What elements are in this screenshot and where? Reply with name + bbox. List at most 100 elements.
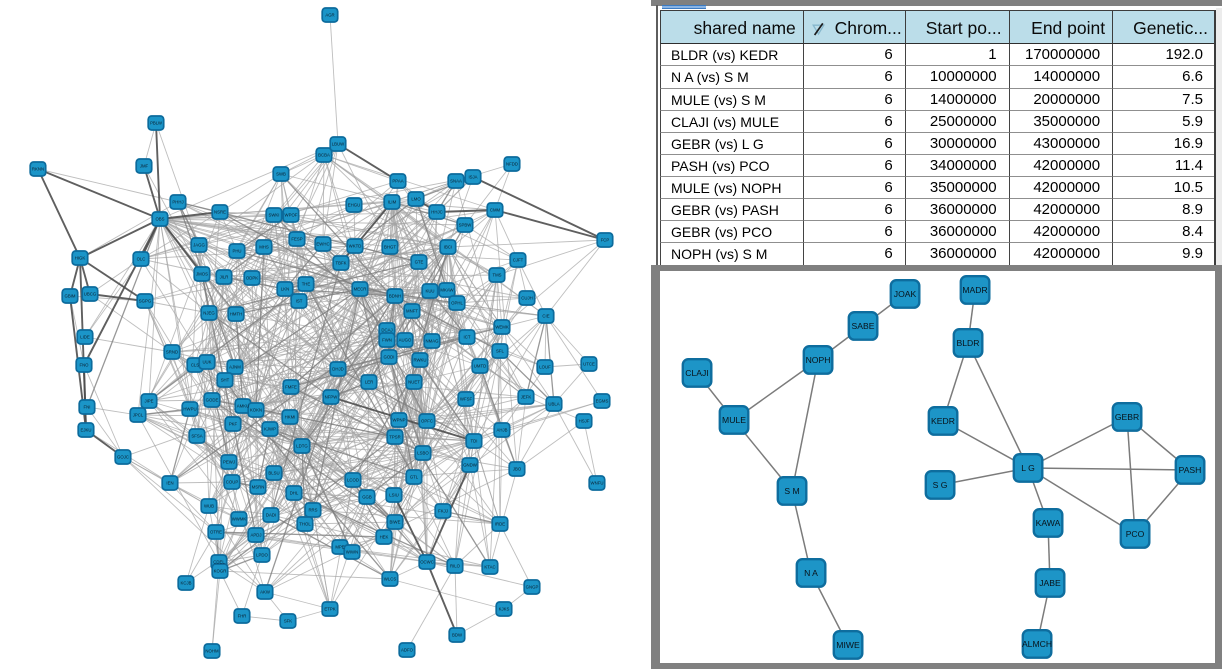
svg-text:ETPK: ETPK (324, 607, 335, 612)
svg-text:PHHJ: PHHJ (172, 200, 183, 205)
svg-text:SPBW: SPBW (459, 223, 473, 228)
svg-text:ADFO: ADFO (401, 648, 414, 653)
svg-text:UBLA: UBLA (548, 402, 559, 407)
svg-text:KCJB: KCJB (181, 581, 192, 586)
svg-text:BDW: BDW (452, 633, 463, 638)
svg-text:RILO: RILO (450, 564, 461, 569)
svg-text:KEDR: KEDR (931, 416, 955, 426)
svg-text:WIWN: WIWN (346, 550, 358, 555)
svg-text:TBFK: TBFK (336, 261, 347, 266)
svg-text:CMM: CMM (490, 208, 501, 213)
svg-text:AHJB: AHJB (497, 428, 508, 433)
svg-text:SRND: SRND (166, 350, 178, 355)
svg-text:IBCI: IBCI (444, 245, 452, 250)
svg-text:JAGG: JAGG (193, 243, 205, 248)
svg-text:FNO: FNO (79, 363, 89, 368)
svg-text:AMKU: AMKU (237, 404, 249, 409)
svg-text:WPOF: WPOF (285, 213, 298, 218)
svg-text:BDNH: BDNH (389, 294, 401, 299)
svg-text:NOHM: NOHM (205, 649, 219, 654)
svg-text:TDI: TDI (471, 439, 478, 444)
svg-text:SFL: SFL (496, 349, 504, 354)
svg-text:WUB: WUB (204, 504, 214, 509)
svg-text:AUGO: AUGO (399, 338, 412, 343)
svg-text:CLS: CLS (191, 363, 199, 368)
svg-text:FKJJ: FKJJ (438, 509, 448, 514)
svg-text:LKN: LKN (281, 287, 289, 292)
svg-text:NUET: NUET (408, 380, 420, 385)
svg-text:THOL: THOL (299, 522, 311, 527)
svg-text:FWN: FWN (382, 338, 392, 343)
svg-text:GOJC: GOJC (117, 455, 129, 460)
svg-text:WNFU: WNFU (591, 481, 604, 486)
svg-text:MKAW: MKAW (440, 288, 454, 293)
svg-text:ODPK: ODPK (246, 276, 258, 281)
svg-text:SGPG: SGPG (139, 299, 152, 304)
svg-text:GODE: GODE (206, 398, 219, 403)
svg-text:CDEL: CDEL (213, 560, 225, 565)
svg-text:OPHL: OPHL (451, 301, 463, 306)
svg-text:FMFE: FMFE (285, 385, 297, 390)
svg-text:LDTG: LDTG (296, 444, 308, 449)
svg-text:LMO: LMO (411, 197, 421, 202)
svg-text:HMTH: HMTH (230, 312, 242, 317)
svg-text:OBS: OBS (155, 217, 164, 222)
svg-text:JPCL: JPCL (133, 413, 144, 418)
svg-text:SABE: SABE (852, 321, 875, 331)
svg-text:S M: S M (784, 486, 799, 496)
svg-text:PBLW: PBLW (150, 121, 163, 126)
svg-text:BLDR: BLDR (957, 338, 980, 348)
svg-text:KJKS: KJKS (499, 607, 510, 612)
svg-text:PASH: PASH (1179, 465, 1202, 475)
svg-text:NJEG: NJEG (203, 311, 215, 316)
svg-text:OPFC: OPFC (421, 419, 433, 424)
svg-text:IST: IST (296, 299, 303, 304)
svg-text:BLSU: BLSU (268, 471, 279, 476)
svg-text:COUP: COUP (226, 480, 239, 485)
svg-text:S G: S G (933, 480, 948, 490)
svg-text:MADR: MADR (962, 285, 987, 295)
svg-text:OLC: OLC (137, 257, 146, 262)
svg-text:MNFT: MNFT (406, 309, 418, 314)
svg-text:JEFK: JEFK (521, 395, 532, 400)
svg-text:GEBR: GEBR (1115, 412, 1139, 422)
svg-text:HEK: HEK (380, 535, 389, 540)
svg-text:BIWE: BIWE (390, 520, 401, 525)
svg-text:UUK: UUK (202, 360, 211, 365)
svg-text:KOKN: KOKN (250, 408, 262, 413)
svg-text:FNI: FNI (84, 405, 91, 410)
svg-text:RWKU: RWKU (413, 358, 426, 363)
svg-text:HWPU: HWPU (183, 407, 196, 412)
svg-text:AGR: AGR (325, 13, 334, 18)
svg-text:MSRN: MSRN (252, 485, 265, 490)
svg-text:MECR: MECR (354, 287, 367, 292)
svg-text:WWMK: WWMK (232, 517, 247, 522)
svg-text:SHT: SHT (221, 378, 230, 383)
svg-text:GNGP: GNGP (526, 585, 539, 590)
svg-text:LBUW: LBUW (332, 142, 345, 147)
svg-text:ISJA: ISJA (468, 175, 477, 180)
svg-text:GGB: GGB (362, 495, 372, 500)
svg-text:JIPE: JIPE (144, 399, 153, 404)
svg-text:HHJC: HHJC (431, 210, 442, 215)
svg-text:EJKU: EJKU (81, 428, 92, 433)
svg-text:APDJ: APDJ (251, 533, 262, 538)
svg-text:GTE: GTE (415, 260, 424, 265)
svg-text:IEN: IEN (166, 481, 173, 486)
svg-text:KTAC: KTAC (484, 565, 495, 570)
svg-text:GBIM: GBIM (65, 294, 76, 299)
svg-text:LIDE: LIDE (80, 335, 90, 340)
svg-text:ICT: ICT (464, 335, 471, 340)
svg-text:PCO: PCO (1126, 529, 1145, 539)
svg-text:L G: L G (1021, 463, 1035, 473)
svg-text:AJNM: AJNM (229, 365, 241, 370)
svg-text:DADI: DADI (266, 513, 276, 518)
svg-text:TMS: TMS (492, 273, 501, 278)
svg-text:FCP: FCP (601, 238, 610, 243)
svg-text:PKF: PKF (229, 422, 238, 427)
svg-text:TPSR: TPSR (389, 435, 400, 440)
svg-text:WEMK: WEMK (495, 325, 509, 330)
svg-text:PEWJ: PEWJ (223, 460, 235, 465)
svg-text:THE: THE (302, 282, 311, 287)
svg-text:OTRE: OTRE (210, 530, 222, 535)
